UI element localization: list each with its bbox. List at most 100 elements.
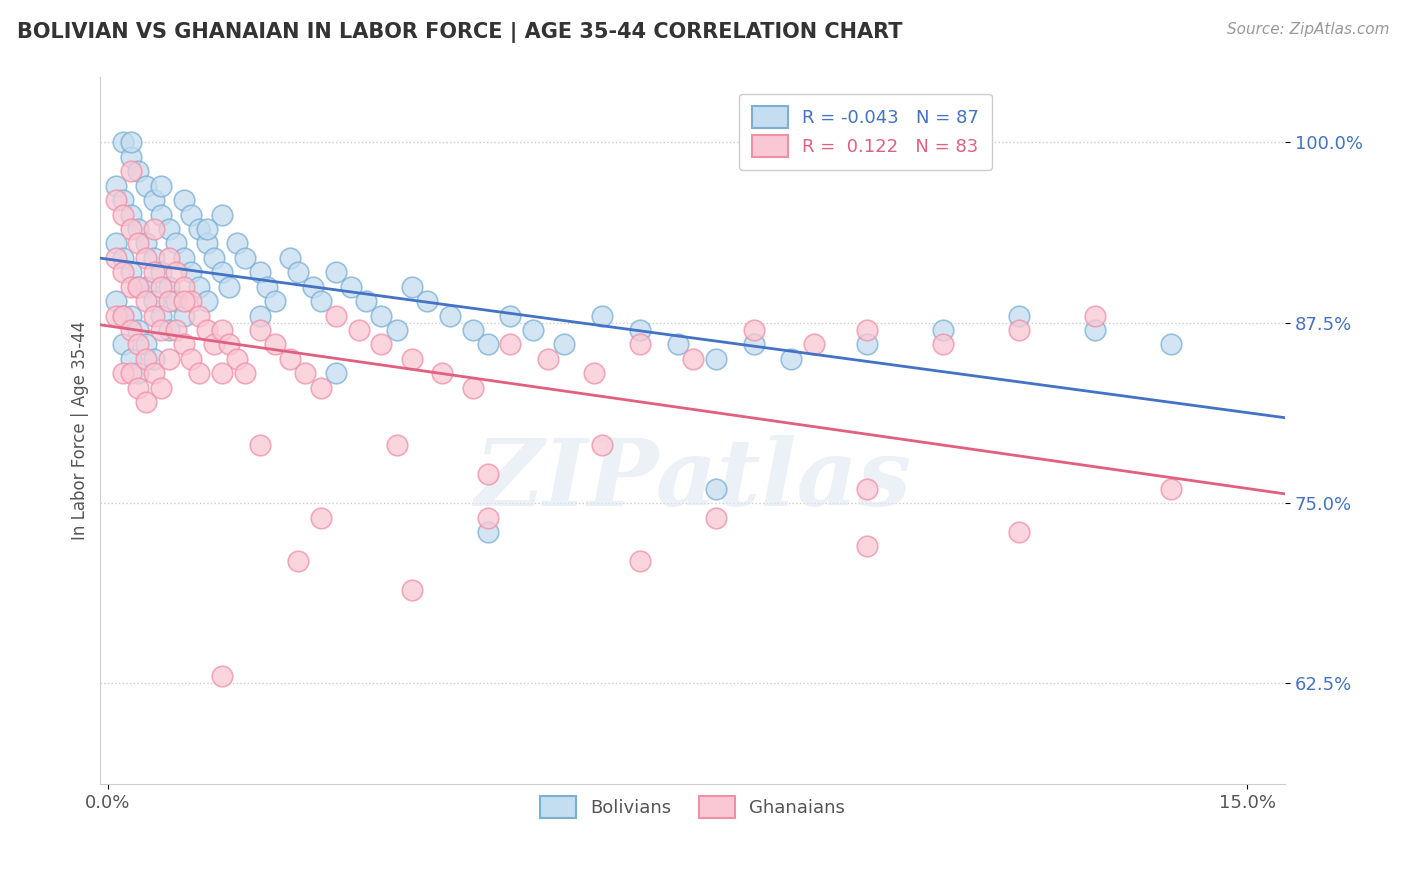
Point <box>127 279 149 293</box>
Point <box>150 323 173 337</box>
Point <box>142 294 165 309</box>
Point <box>666 337 689 351</box>
Point <box>932 323 955 337</box>
Point <box>704 510 727 524</box>
Point <box>302 279 325 293</box>
Point <box>803 337 825 351</box>
Point <box>249 438 271 452</box>
Text: Source: ZipAtlas.com: Source: ZipAtlas.com <box>1226 22 1389 37</box>
Point <box>287 265 309 279</box>
Point <box>104 251 127 265</box>
Point <box>150 178 173 193</box>
Point <box>416 294 439 309</box>
Point <box>195 294 218 309</box>
Point <box>537 351 560 366</box>
Point <box>287 554 309 568</box>
Point <box>188 366 211 380</box>
Point <box>180 265 202 279</box>
Point <box>499 337 522 351</box>
Point <box>135 337 157 351</box>
Point <box>112 309 135 323</box>
Point <box>780 351 803 366</box>
Point <box>325 366 347 380</box>
Point <box>856 540 879 554</box>
Point <box>127 323 149 337</box>
Point <box>249 265 271 279</box>
Point <box>173 309 195 323</box>
Point <box>1008 309 1031 323</box>
Point <box>856 337 879 351</box>
Point <box>173 193 195 207</box>
Point <box>742 337 765 351</box>
Point <box>127 164 149 178</box>
Point <box>157 279 180 293</box>
Point <box>173 279 195 293</box>
Point <box>704 351 727 366</box>
Point <box>249 323 271 337</box>
Point <box>120 366 142 380</box>
Point <box>347 323 370 337</box>
Point <box>150 207 173 221</box>
Point <box>120 164 142 178</box>
Point <box>173 337 195 351</box>
Point <box>202 337 225 351</box>
Point <box>112 193 135 207</box>
Point <box>1084 323 1107 337</box>
Point <box>211 323 233 337</box>
Point <box>112 309 135 323</box>
Point <box>401 351 423 366</box>
Point <box>477 510 499 524</box>
Point <box>1160 482 1182 496</box>
Point <box>256 279 278 293</box>
Point <box>157 294 180 309</box>
Point <box>628 554 651 568</box>
Point <box>120 279 142 293</box>
Point <box>932 337 955 351</box>
Point <box>340 279 363 293</box>
Point <box>120 323 142 337</box>
Point <box>370 309 392 323</box>
Point <box>112 207 135 221</box>
Point <box>195 236 218 251</box>
Point <box>120 351 142 366</box>
Point <box>439 309 461 323</box>
Point <box>202 251 225 265</box>
Point <box>112 265 135 279</box>
Point <box>173 294 195 309</box>
Point <box>582 366 605 380</box>
Point <box>385 438 408 452</box>
Point <box>401 279 423 293</box>
Point <box>461 381 484 395</box>
Point <box>401 582 423 597</box>
Y-axis label: In Labor Force | Age 35-44: In Labor Force | Age 35-44 <box>72 321 89 541</box>
Point <box>120 265 142 279</box>
Text: ZIPatlas: ZIPatlas <box>474 435 911 525</box>
Point <box>226 236 249 251</box>
Point <box>325 309 347 323</box>
Point <box>150 265 173 279</box>
Point <box>104 178 127 193</box>
Point <box>104 193 127 207</box>
Point <box>150 381 173 395</box>
Point <box>553 337 575 351</box>
Point <box>211 669 233 683</box>
Point <box>112 366 135 380</box>
Point <box>142 366 165 380</box>
Point <box>104 294 127 309</box>
Point <box>233 251 256 265</box>
Point <box>104 236 127 251</box>
Point <box>856 482 879 496</box>
Point <box>157 323 180 337</box>
Point <box>127 279 149 293</box>
Point <box>165 323 187 337</box>
Point <box>173 251 195 265</box>
Point <box>142 351 165 366</box>
Point <box>127 381 149 395</box>
Point <box>135 236 157 251</box>
Point <box>385 323 408 337</box>
Point <box>742 323 765 337</box>
Point <box>591 438 613 452</box>
Point <box>354 294 377 309</box>
Point <box>294 366 316 380</box>
Point <box>218 279 240 293</box>
